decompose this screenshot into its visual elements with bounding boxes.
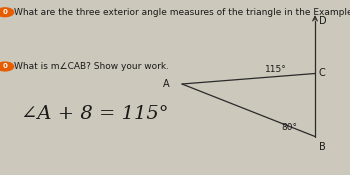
Circle shape [0,62,14,71]
Text: What is m∠CAB? Show your work.: What is m∠CAB? Show your work. [14,62,169,71]
Text: 115°: 115° [265,65,287,75]
Text: 0: 0 [2,9,7,15]
Text: 0: 0 [2,64,7,69]
Text: ∠A + 8 = 115°: ∠A + 8 = 115° [21,105,168,123]
Text: A: A [163,79,170,89]
Text: C: C [318,68,325,79]
Text: B: B [318,142,325,152]
Text: D: D [318,16,326,26]
Circle shape [0,8,14,17]
Text: What are the three exterior angle measures of the triangle in the Example?: What are the three exterior angle measur… [14,8,350,17]
Text: 80°: 80° [281,122,298,131]
